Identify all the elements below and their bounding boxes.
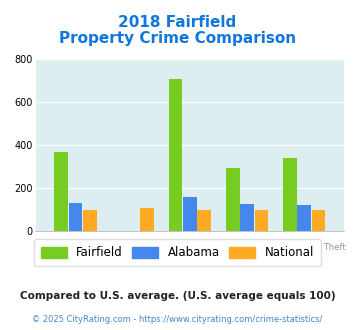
Text: 2018 Fairfield: 2018 Fairfield (118, 15, 237, 30)
Text: Motor Vehicle Theft: Motor Vehicle Theft (263, 243, 345, 252)
Bar (169, 79, 182, 231)
Bar (226, 168, 240, 231)
Bar (283, 158, 297, 231)
Bar (255, 210, 268, 231)
Text: Property Crime Comparison: Property Crime Comparison (59, 31, 296, 46)
Bar (297, 205, 311, 231)
Text: © 2025 CityRating.com - https://www.cityrating.com/crime-statistics/: © 2025 CityRating.com - https://www.city… (32, 315, 323, 324)
Legend: Fairfield, Alabama, National: Fairfield, Alabama, National (34, 239, 321, 266)
Text: All Property Crime: All Property Crime (37, 256, 114, 265)
Text: Burglary: Burglary (172, 256, 208, 265)
Bar (54, 152, 68, 231)
Bar (240, 204, 254, 231)
Bar (69, 203, 82, 231)
Bar (312, 210, 326, 231)
Bar (183, 197, 197, 231)
Bar (83, 210, 97, 231)
Text: Arson: Arson (121, 243, 145, 252)
Text: Larceny & Theft: Larceny & Theft (214, 243, 280, 252)
Text: Compared to U.S. average. (U.S. average equals 100): Compared to U.S. average. (U.S. average … (20, 291, 335, 301)
Bar (140, 209, 154, 231)
Bar (197, 210, 211, 231)
